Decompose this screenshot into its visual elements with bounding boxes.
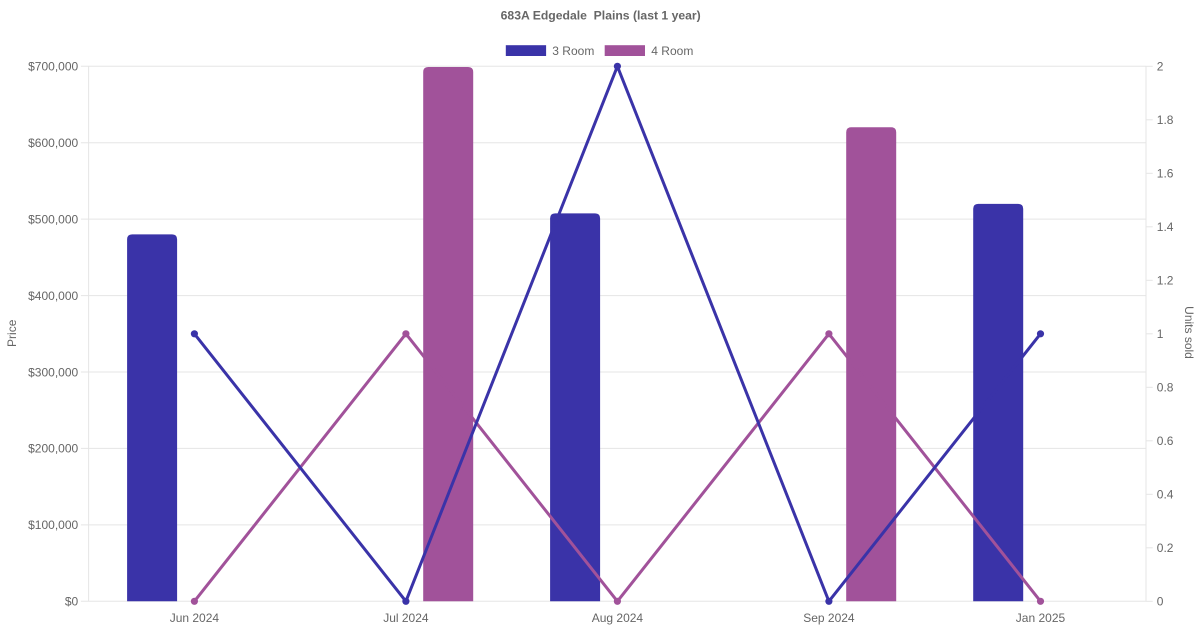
svg-text:$500,000: $500,000	[28, 212, 78, 226]
svg-text:0.2: 0.2	[1157, 541, 1174, 555]
svg-text:$0: $0	[65, 595, 79, 609]
svg-text:0.4: 0.4	[1157, 488, 1174, 502]
svg-text:$200,000: $200,000	[28, 442, 78, 456]
svg-text:$100,000: $100,000	[28, 518, 78, 532]
svg-text:1.2: 1.2	[1157, 274, 1174, 288]
svg-text:Sep 2024: Sep 2024	[803, 611, 855, 625]
svg-text:Aug 2024: Aug 2024	[592, 611, 644, 625]
svg-text:$700,000: $700,000	[28, 60, 78, 74]
svg-text:0.8: 0.8	[1157, 381, 1174, 395]
svg-text:3 Room: 3 Room	[552, 44, 594, 58]
svg-text:$300,000: $300,000	[28, 365, 78, 379]
svg-text:1.6: 1.6	[1157, 167, 1174, 181]
svg-text:1: 1	[1157, 327, 1164, 341]
svg-text:Jan 2025: Jan 2025	[1016, 611, 1066, 625]
svg-text:Price: Price	[5, 319, 19, 347]
svg-text:683A Edgedale Plains (last 1: 683A Edgedale Plains (last 1 year)	[501, 9, 701, 23]
svg-text:$600,000: $600,000	[28, 136, 78, 150]
svg-text:Jun 2024: Jun 2024	[170, 611, 220, 625]
svg-text:2: 2	[1157, 60, 1164, 74]
svg-text:Units sold: Units sold	[1182, 306, 1196, 359]
svg-text:1.8: 1.8	[1157, 113, 1174, 127]
svg-text:Jul 2024: Jul 2024	[383, 611, 429, 625]
svg-text:4 Room: 4 Room	[651, 44, 693, 58]
svg-text:0.6: 0.6	[1157, 434, 1174, 448]
svg-text:1.4: 1.4	[1157, 220, 1174, 234]
svg-text:$400,000: $400,000	[28, 289, 78, 303]
svg-text:0: 0	[1157, 595, 1164, 609]
